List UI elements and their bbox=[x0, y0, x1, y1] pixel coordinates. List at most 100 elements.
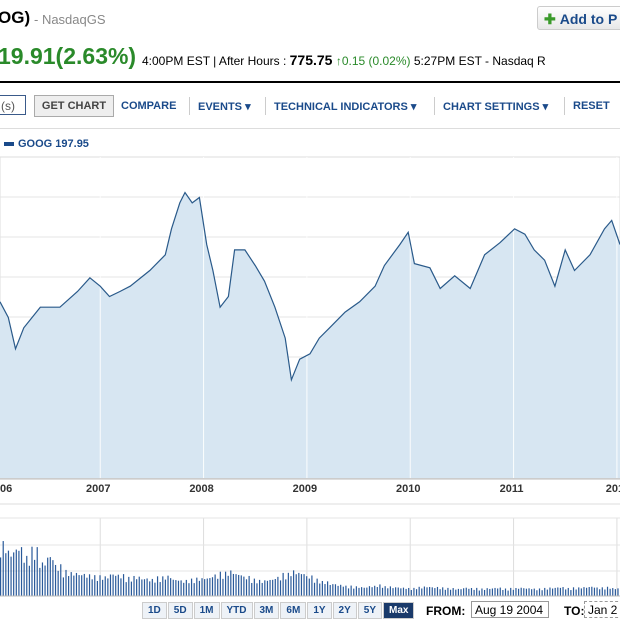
compare-button[interactable]: COMPARE bbox=[121, 100, 177, 112]
volume-bar bbox=[384, 586, 386, 596]
range-button-ytd[interactable]: YTD bbox=[220, 602, 253, 619]
volume-bar bbox=[447, 587, 449, 596]
volume-bar bbox=[517, 588, 520, 596]
to-date-input[interactable]: Jan 2 bbox=[584, 601, 620, 618]
volume-bar bbox=[614, 589, 616, 596]
volume-bar bbox=[525, 588, 528, 596]
volume-bar bbox=[397, 587, 399, 596]
get-chart-button[interactable]: GET CHART bbox=[34, 95, 114, 117]
range-button-6m[interactable]: 6M bbox=[280, 602, 307, 619]
volume-bar bbox=[240, 575, 242, 596]
volume-bar bbox=[536, 590, 538, 596]
volume-bar bbox=[7, 550, 10, 596]
range-button-3m[interactable]: 3M bbox=[253, 602, 280, 619]
volume-bar bbox=[141, 579, 143, 596]
volume-bar bbox=[575, 589, 577, 596]
volume-bar bbox=[350, 585, 352, 596]
after-hours-time: 5:27PM EST - Nasdaq R bbox=[413, 54, 546, 68]
after-hours-change: 0.15 (0.02%) bbox=[341, 54, 411, 68]
reset-button[interactable]: RESET bbox=[573, 100, 610, 112]
volume-bar bbox=[585, 587, 588, 596]
volume-bar bbox=[468, 588, 470, 596]
events-menu[interactable]: EVENTS ▾ bbox=[198, 101, 251, 113]
volume-bar bbox=[562, 587, 564, 596]
volume-bar bbox=[235, 574, 237, 596]
volume-bar bbox=[483, 589, 486, 596]
volume-bar bbox=[567, 587, 569, 596]
volume-bar bbox=[279, 580, 282, 596]
volume-bar bbox=[395, 587, 397, 596]
quote-line: 4:00PM EST | After Hours : 775.75 ↑0.15 … bbox=[142, 52, 546, 68]
volume-bar bbox=[206, 578, 208, 596]
volume-bar bbox=[88, 574, 91, 596]
range-button-5y[interactable]: 5Y bbox=[357, 602, 383, 619]
volume-bar bbox=[73, 575, 75, 596]
volume-bar bbox=[81, 575, 83, 596]
chart-toolbar: (s) GET CHART COMPARE EVENTS ▾ TECHNICAL… bbox=[0, 95, 620, 119]
divider bbox=[434, 97, 435, 115]
price-change: 19.91(2.63%) bbox=[0, 43, 137, 69]
range-buttons: 1D 5D 1M YTD 3M 6M 1Y 2Y 5Y Max bbox=[142, 602, 415, 619]
volume-bar bbox=[13, 552, 15, 596]
x-tick-label: 2007 bbox=[86, 483, 110, 495]
volume-bar bbox=[402, 587, 405, 596]
volume-bar bbox=[499, 587, 501, 596]
volume-bar bbox=[444, 589, 446, 596]
range-button-5d[interactable]: 5D bbox=[167, 602, 193, 619]
volume-bar bbox=[303, 574, 305, 596]
volume-bar bbox=[94, 575, 96, 596]
x-tick-label: 2009 bbox=[293, 483, 317, 495]
volume-bar bbox=[287, 572, 289, 596]
volume-bar bbox=[128, 576, 130, 596]
range-button-1y[interactable]: 1Y bbox=[307, 602, 332, 619]
volume-bar bbox=[238, 574, 240, 596]
after-hours-price: 775.75 bbox=[289, 52, 333, 68]
chart-settings-menu[interactable]: CHART SETTINGS ▾ bbox=[443, 101, 549, 113]
volume-bar bbox=[198, 580, 201, 596]
exchange-label: - NasdaqGS bbox=[34, 12, 106, 27]
range-button-max[interactable]: Max bbox=[383, 602, 415, 619]
volume-bar bbox=[599, 589, 601, 596]
volume-bar bbox=[104, 576, 106, 596]
add-to-portfolio-button[interactable]: ✚ Add to P bbox=[537, 6, 620, 30]
volume-bar bbox=[102, 579, 104, 596]
volume-bar bbox=[512, 589, 514, 596]
technical-indicators-menu[interactable]: TECHNICAL INDICATORS ▾ bbox=[274, 101, 417, 113]
from-date-input[interactable]: Aug 19 2004 bbox=[471, 601, 549, 618]
volume-bar bbox=[185, 579, 187, 596]
volume-bar bbox=[342, 586, 344, 596]
volume-bar bbox=[413, 587, 415, 596]
volume-bar bbox=[75, 572, 78, 596]
volume-bar bbox=[62, 577, 64, 596]
volume-bar bbox=[188, 583, 190, 596]
volume-bar bbox=[180, 580, 182, 596]
volume-bar bbox=[408, 587, 410, 596]
range-button-1d[interactable]: 1D bbox=[142, 602, 167, 619]
volume-bar bbox=[20, 547, 23, 596]
volume-bar bbox=[570, 590, 572, 596]
volume-bar bbox=[463, 588, 465, 596]
volume-bar bbox=[504, 588, 507, 596]
divider bbox=[265, 97, 266, 115]
range-button-2y[interactable]: 2Y bbox=[332, 602, 357, 619]
volume-bar bbox=[91, 579, 93, 596]
volume-bar bbox=[497, 588, 499, 596]
volume-bar bbox=[306, 576, 308, 596]
volume-bar bbox=[264, 580, 266, 596]
volume-bar bbox=[436, 586, 439, 596]
volume-bar bbox=[410, 589, 412, 596]
x-tick-label: 2008 bbox=[189, 483, 213, 495]
volume-bar bbox=[26, 555, 28, 596]
volume-bar bbox=[494, 587, 496, 596]
volume-bar bbox=[426, 587, 428, 596]
volume-bar bbox=[319, 583, 321, 596]
volume-bar bbox=[120, 578, 122, 596]
to-label: TO: bbox=[564, 604, 585, 618]
volume-bar bbox=[109, 574, 112, 596]
volume-bar bbox=[183, 582, 185, 596]
range-button-1m[interactable]: 1M bbox=[193, 602, 220, 619]
symbol-input[interactable]: (s) bbox=[0, 95, 26, 115]
volume-bar bbox=[544, 587, 546, 596]
volume-bar bbox=[149, 581, 151, 596]
